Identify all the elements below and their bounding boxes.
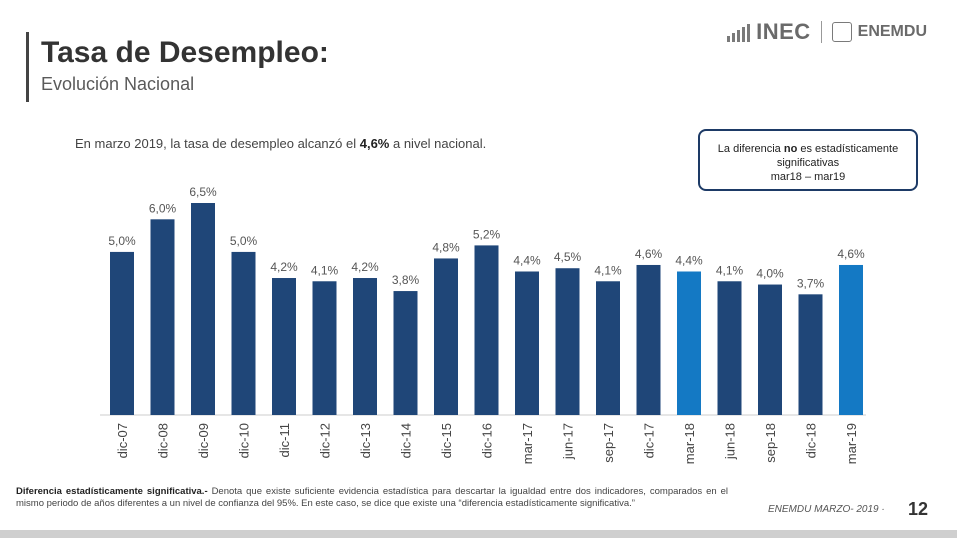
bar-mar-19 — [839, 264, 863, 415]
data-label-dic-10: 5,0% — [230, 234, 258, 248]
tick-label-sep-17: sep-17 — [601, 423, 616, 463]
data-label-dic-18: 3,7% — [797, 276, 825, 290]
tick-label-dic-18: dic-18 — [804, 423, 819, 458]
logo-inec: INEC — [756, 19, 811, 44]
source-label: ENEMDU MARZO- 2019 — [768, 504, 879, 515]
data-label-dic-17: 4,6% — [635, 247, 663, 261]
tick-label-dic-09: dic-09 — [196, 423, 211, 458]
bar-dic-09 — [191, 203, 215, 415]
data-label-dic-13: 4,2% — [351, 260, 379, 274]
bar-sep-17 — [596, 281, 620, 415]
logo-enemdu: ENEMDU — [857, 23, 927, 40]
bar-dic-17 — [636, 264, 661, 415]
bar-sep-18 — [758, 284, 782, 415]
note-line2: significativas — [776, 157, 840, 169]
bar-dic-11 — [272, 278, 296, 415]
bar-dic-13 — [353, 278, 377, 415]
data-label-dic-09: 6,5% — [189, 185, 217, 199]
data-label-sep-18: 4,0% — [756, 267, 784, 281]
tick-label-dic-17: dic-17 — [642, 423, 657, 458]
definition-title: Diferencia estadísticamente significativ… — [16, 486, 208, 497]
bar-dic-18 — [798, 294, 823, 415]
footer-source: ENEMDU MARZO- 2019 · — [768, 504, 885, 515]
tick-label-dic-14: dic-14 — [399, 423, 414, 458]
bottom-bar — [0, 530, 957, 538]
emblem-icon — [831, 22, 852, 42]
bar-dic-07 — [110, 251, 134, 415]
data-label-sep-17: 4,1% — [594, 263, 622, 277]
data-label-dic-16: 5,2% — [473, 227, 501, 241]
signal-bars-icon — [727, 22, 751, 42]
page-number: 12 — [908, 499, 929, 519]
note-bold: no — [783, 143, 798, 155]
data-label-dic-11: 4,2% — [270, 260, 298, 274]
intro-prefix: En marzo 2019, la tasa de desempleo alca… — [75, 136, 360, 151]
tick-label-sep-18: sep-18 — [763, 423, 778, 463]
tick-label-dic-12: dic-12 — [318, 423, 333, 458]
data-label-dic-07: 5,0% — [108, 234, 136, 248]
tick-label-dic-13: dic-13 — [358, 423, 373, 458]
data-label-jun-18: 4,1% — [716, 263, 744, 277]
data-label-mar-17: 4,4% — [513, 253, 541, 267]
tick-label-jun-17: jun-17 — [561, 423, 576, 460]
significance-note: La diferencia no es estadísticamente sig… — [698, 129, 918, 191]
tick-label-dic-07: dic-07 — [115, 423, 130, 458]
title-block: Tasa de Desempleo: Evolución Nacional — [26, 32, 329, 102]
intro-highlight: 4,6% — [359, 136, 390, 151]
definition-text: Denota que existe suficiente evidencia e… — [16, 486, 728, 509]
tick-label-dic-11: dic-11 — [277, 423, 292, 457]
logo: INEC ENEMDU — [727, 18, 927, 46]
logo-divider — [820, 21, 822, 43]
note-line3: mar18 – mar19 — [770, 171, 846, 183]
data-label-dic-14: 3,8% — [392, 273, 420, 287]
tick-label-mar-17: mar-17 — [520, 423, 535, 464]
bar-dic-10 — [231, 251, 256, 415]
bar-jun-17 — [555, 268, 580, 415]
bar-dic-15 — [434, 258, 458, 415]
tick-label-jun-18: jun-18 — [723, 423, 738, 460]
data-label-dic-08: 6,0% — [149, 201, 177, 215]
data-label-dic-12: 4,1% — [311, 263, 339, 277]
data-label-jun-17: 4,5% — [554, 250, 582, 264]
bar-jun-18 — [717, 281, 742, 415]
page-subtitle: Evolución Nacional — [41, 74, 195, 94]
bar-dic-16 — [474, 245, 499, 415]
note-post: es estadísticamente — [797, 143, 899, 155]
bar-dic-08 — [150, 219, 175, 415]
data-label-dic-15: 4,8% — [432, 240, 460, 254]
footer-definition: Diferencia estadísticamente significativ… — [16, 486, 728, 509]
data-label-mar-19: 4,6% — [837, 247, 865, 261]
tick-label-dic-16: dic-16 — [480, 423, 495, 458]
intro-text: En marzo 2019, la tasa de desempleo alca… — [75, 136, 486, 151]
note-line1: La diferencia no es estadísticamente — [700, 142, 916, 156]
tick-label-dic-10: dic-10 — [237, 423, 252, 458]
intro-suffix: a nivel nacional. — [389, 136, 487, 151]
bar-mar-17 — [515, 271, 539, 415]
data-label-mar-18: 4,4% — [675, 253, 703, 267]
bar-dic-12 — [312, 281, 337, 415]
tick-label-mar-19: mar-19 — [844, 423, 859, 464]
bar-mar-18 — [677, 271, 701, 415]
bar-dic-14 — [393, 291, 418, 415]
page-title: Tasa de Desempleo: — [41, 36, 329, 69]
tick-label-dic-15: dic-15 — [439, 423, 454, 458]
tick-label-mar-18: mar-18 — [682, 423, 697, 464]
note-pre: La diferencia — [717, 143, 784, 155]
tick-label-dic-08: dic-08 — [156, 423, 171, 458]
